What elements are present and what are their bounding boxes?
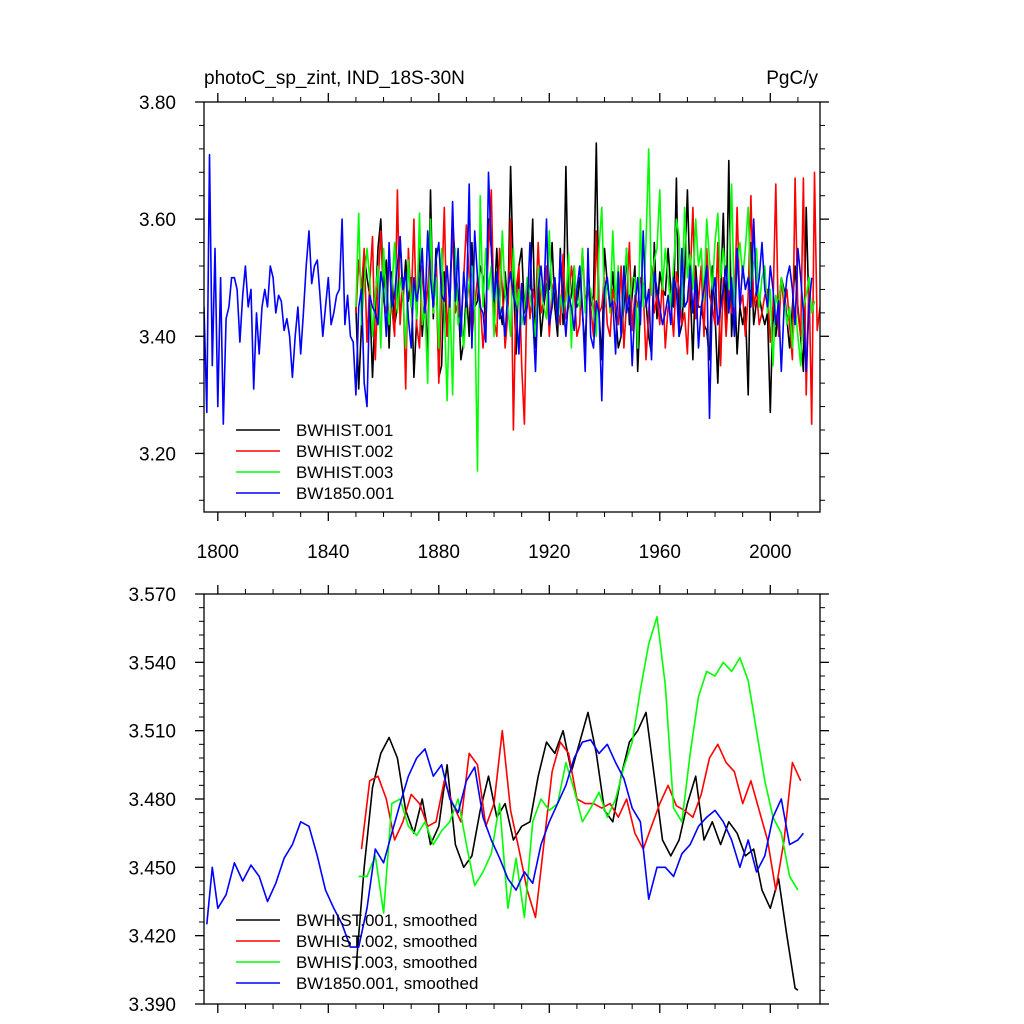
top-series-group xyxy=(204,142,820,472)
top-y-tick-label: 3.20 xyxy=(139,444,176,465)
bottom-panel: 3.390 3.420 3.450 3.480 3.510 3.540 3.570 BWHIS… xyxy=(128,585,829,1016)
bottom-y-tick-label: 3.420 xyxy=(128,927,176,948)
bottom-legend-label: BWHIST.003, smoothed xyxy=(296,953,477,972)
top-axis-ticks xyxy=(195,93,829,521)
bottom-series-line-1 xyxy=(360,729,802,919)
top-series-line-3 xyxy=(204,153,813,425)
bottom-series-line-2 xyxy=(358,616,799,919)
top-plot-frame xyxy=(203,101,821,513)
bottom-y-tick-label: 3.540 xyxy=(128,653,176,674)
bottom-y-tick-label: 3.510 xyxy=(128,722,176,743)
bottom-y-tick-label: 3.390 xyxy=(128,995,176,1016)
top-x-tick-label: 2000 xyxy=(749,542,791,563)
top-panel: photoC_sp_zint, IND_18S-30N PgC/y 3.20 3.… xyxy=(139,68,829,563)
top-panel-title: photoC_sp_zint, IND_18S-30N xyxy=(204,68,465,89)
top-legend: BWHIST.001 BWHIST.002 BWHIST.003 BW1850.001 xyxy=(236,421,394,503)
top-y-tick-label: 3.80 xyxy=(139,93,176,114)
top-y-tick-label: 3.40 xyxy=(139,327,176,348)
top-legend-label: BWHIST.002 xyxy=(296,442,393,461)
top-x-tick-label: 1920 xyxy=(528,542,570,563)
bottom-legend-label: BW1850.001, smoothed xyxy=(296,974,478,993)
top-x-tick-label: 1800 xyxy=(197,542,239,563)
top-x-tick-label: 1880 xyxy=(418,542,460,563)
bottom-legend: BWHIST.001, smoothed BWHIST.002, smoothed… xyxy=(236,911,478,993)
bottom-series-line-3 xyxy=(206,739,805,948)
bottom-series-group xyxy=(206,616,805,991)
bottom-series-line-0 xyxy=(355,711,799,991)
bottom-legend-label: BWHIST.001, smoothed xyxy=(296,911,477,930)
top-legend-label: BW1850.001 xyxy=(296,484,394,503)
bottom-legend-label: BWHIST.002, smoothed xyxy=(296,932,477,951)
top-legend-label: BWHIST.003 xyxy=(296,463,393,482)
top-legend-label: BWHIST.001 xyxy=(296,421,393,440)
top-y-tick-label: 3.60 xyxy=(139,210,176,231)
top-x-tick-label: 1840 xyxy=(307,542,349,563)
top-x-tick-label: 1960 xyxy=(639,542,681,563)
top-panel-units: PgC/y xyxy=(766,68,818,89)
bottom-axis-ticks xyxy=(195,585,829,1013)
bottom-y-tick-label: 3.450 xyxy=(128,858,176,879)
bottom-y-tick-label: 3.570 xyxy=(128,585,176,606)
bottom-y-tick-label: 3.480 xyxy=(128,790,176,811)
